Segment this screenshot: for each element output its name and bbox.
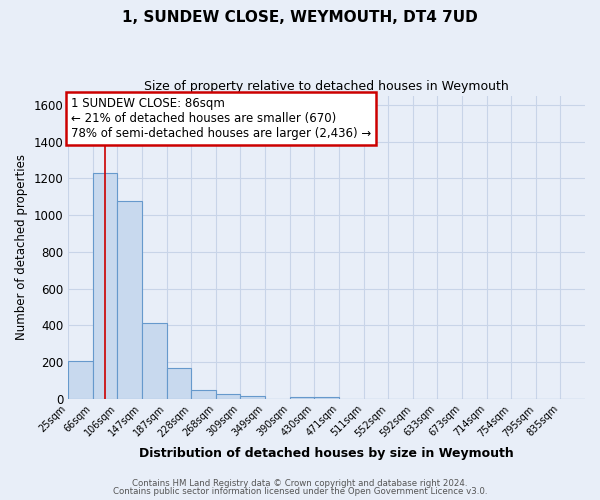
Bar xyxy=(314,397,339,399)
Bar xyxy=(216,394,241,399)
Text: Contains public sector information licensed under the Open Government Licence v3: Contains public sector information licen… xyxy=(113,487,487,496)
X-axis label: Distribution of detached houses by size in Weymouth: Distribution of detached houses by size … xyxy=(139,447,514,460)
Bar xyxy=(167,368,191,399)
Bar xyxy=(118,201,142,399)
Text: Contains HM Land Registry data © Crown copyright and database right 2024.: Contains HM Land Registry data © Crown c… xyxy=(132,478,468,488)
Y-axis label: Number of detached properties: Number of detached properties xyxy=(15,154,28,340)
Bar xyxy=(93,172,118,399)
Bar xyxy=(142,324,167,399)
Bar xyxy=(290,397,314,399)
Bar xyxy=(241,396,265,399)
Text: 1, SUNDEW CLOSE, WEYMOUTH, DT4 7UD: 1, SUNDEW CLOSE, WEYMOUTH, DT4 7UD xyxy=(122,10,478,25)
Title: Size of property relative to detached houses in Weymouth: Size of property relative to detached ho… xyxy=(144,80,509,93)
Bar xyxy=(68,361,93,399)
Text: 1 SUNDEW CLOSE: 86sqm
← 21% of detached houses are smaller (670)
78% of semi-det: 1 SUNDEW CLOSE: 86sqm ← 21% of detached … xyxy=(71,97,371,140)
Bar xyxy=(191,390,216,399)
